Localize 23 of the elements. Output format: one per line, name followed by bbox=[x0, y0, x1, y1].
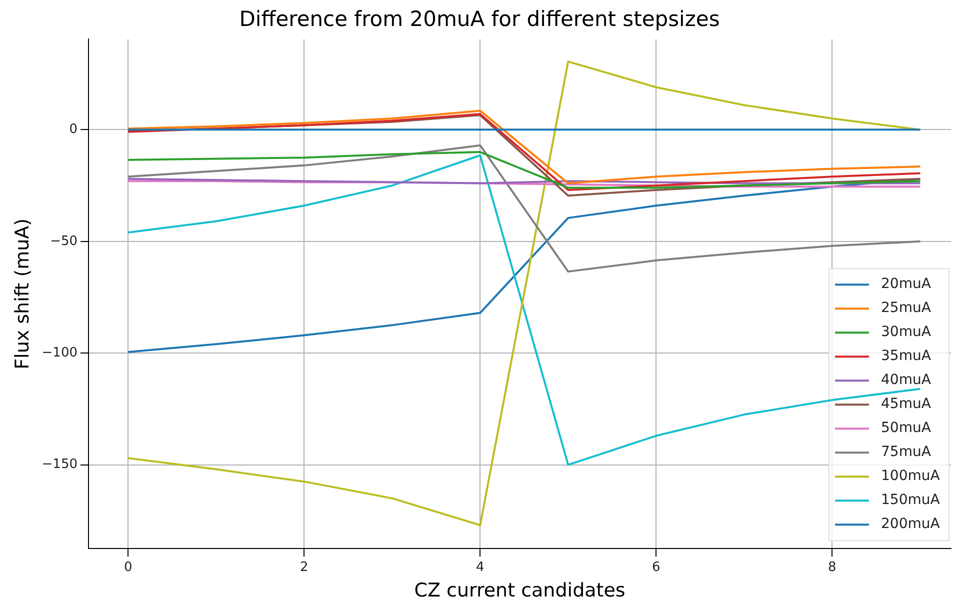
x-axis-title: CZ current candidates bbox=[414, 580, 626, 602]
chart-title: Difference from 20muA for different stepsizes bbox=[239, 7, 720, 32]
legend-label: 200muA bbox=[881, 516, 940, 532]
legend-label: 100muA bbox=[881, 468, 940, 484]
x-tick-label: 4 bbox=[476, 560, 484, 575]
legend-label: 40muA bbox=[881, 372, 932, 388]
y-axis-title: Flux shift (muA) bbox=[11, 218, 34, 370]
legend-label: 30muA bbox=[881, 324, 932, 340]
x-tick-label: 0 bbox=[124, 560, 132, 575]
legend-label: 50muA bbox=[881, 420, 932, 436]
legend-label: 25muA bbox=[881, 300, 932, 316]
legend-label: 35muA bbox=[881, 348, 932, 364]
legend-label: 150muA bbox=[881, 492, 940, 508]
legend-label: 45muA bbox=[881, 396, 932, 412]
x-tick-label: 2 bbox=[300, 560, 308, 575]
y-tick-label: −50 bbox=[50, 234, 78, 249]
y-tick-label: −150 bbox=[42, 457, 78, 472]
x-tick-label: 8 bbox=[828, 560, 836, 575]
legend-label: 20muA bbox=[881, 276, 932, 292]
x-tick-label: 6 bbox=[652, 560, 660, 575]
y-tick-label: 0 bbox=[69, 122, 78, 138]
y-tick-label: −100 bbox=[42, 345, 78, 360]
legend-label: 75muA bbox=[881, 444, 932, 460]
